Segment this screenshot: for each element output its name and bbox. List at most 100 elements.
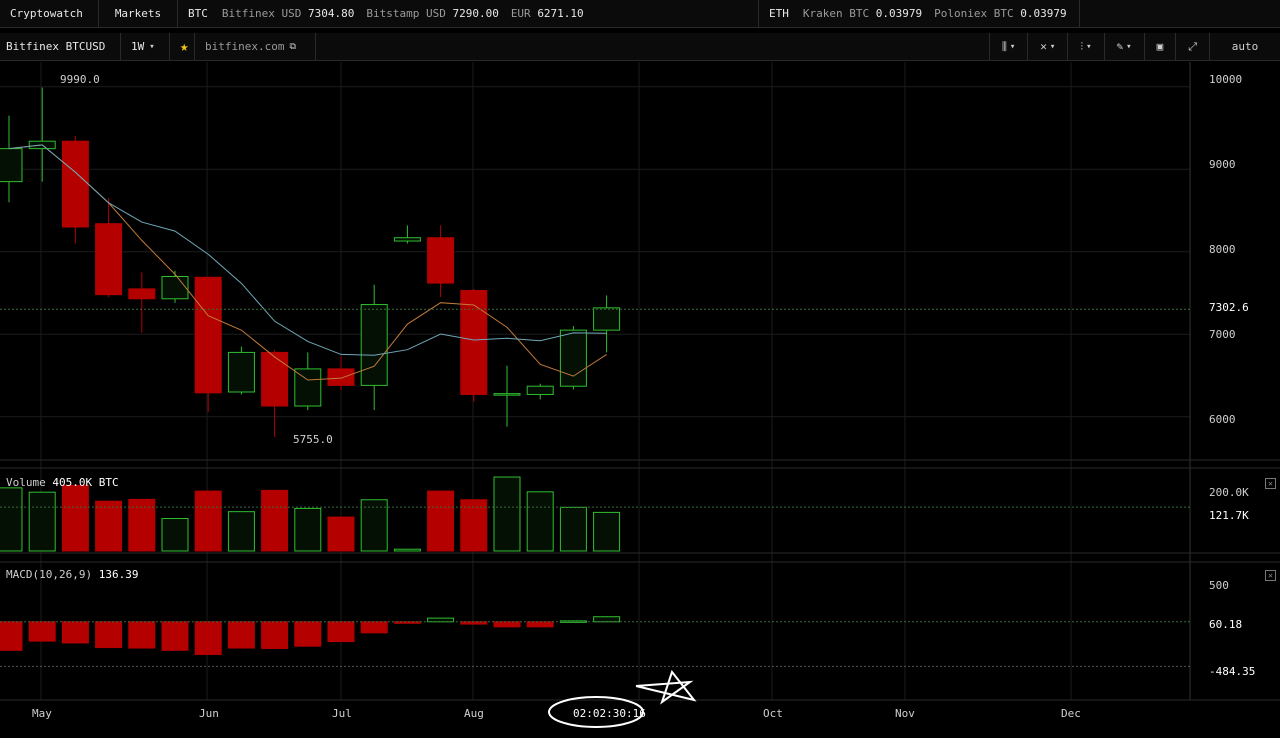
macd-histogram-bar <box>61 621 89 644</box>
volume-bar <box>460 499 488 552</box>
exchange-link[interactable]: bitfinex.com ⧉ <box>195 33 316 60</box>
scale-mode-toggle[interactable]: auto <box>1209 33 1280 60</box>
macd-histogram-bar <box>294 621 322 647</box>
price-tick: 7000 <box>1209 328 1236 341</box>
volume-panel <box>0 476 1190 552</box>
candle-body <box>194 276 222 394</box>
star-icon[interactable]: ★ <box>170 33 195 60</box>
macd-panel <box>0 616 1190 667</box>
volume-current-label: 121.7K <box>1209 509 1249 522</box>
volume-bar <box>427 490 455 552</box>
chevron-down-icon: ▾ <box>1126 41 1132 52</box>
indicators-icon[interactable]: ⫶ ▾ <box>1067 33 1103 60</box>
chevron-down-icon: ▾ <box>149 41 155 52</box>
volume-bar <box>393 548 421 552</box>
macd-histogram-bar <box>493 621 521 628</box>
candle-body <box>493 393 521 396</box>
volume-bar <box>61 484 89 552</box>
macd-histogram-bar <box>128 621 156 649</box>
volume-bar <box>194 490 222 552</box>
macd-current-label: 60.18 <box>1209 618 1243 631</box>
volume-bar <box>327 516 355 552</box>
macd-histogram-bar <box>526 621 554 628</box>
ticker-eur[interactable]: EUR 6271.10 <box>510 7 584 20</box>
volume-bar <box>161 518 189 552</box>
ticker-bar: Cryptowatch Markets BTC Bitfinex USD 730… <box>0 0 1280 28</box>
month-label: Jun <box>199 707 219 720</box>
candle-body <box>460 290 488 395</box>
ticker-bitstamp-usd[interactable]: Bitstamp USD 7290.00 <box>366 7 499 20</box>
volume-bar <box>593 511 621 552</box>
price-tick: 10000 <box>1209 73 1243 86</box>
chevron-down-icon: ▾ <box>1049 41 1056 52</box>
markets-menu[interactable]: Markets <box>99 0 178 27</box>
month-label: May <box>32 707 52 720</box>
chart-toolbar: Bitfinex BTCUSD 1W ▾ ★ bitfinex.com ⧉ ⫼ ▾ … <box>0 33 1280 61</box>
candle-body <box>161 276 189 300</box>
app-title[interactable]: Cryptowatch <box>0 0 99 27</box>
macd-histogram-bar <box>0 621 23 651</box>
volume-bar <box>128 498 156 552</box>
current-price-label: 7302.6 <box>1209 301 1249 314</box>
macd-histogram-bar <box>261 621 289 649</box>
candle-body <box>559 329 587 387</box>
macd-histogram-bar <box>327 621 355 643</box>
candle-body <box>227 351 255 393</box>
volume-bar <box>28 491 56 552</box>
volume-bar <box>360 499 388 552</box>
moving-average-line <box>8 144 607 356</box>
volume-bar <box>0 487 23 552</box>
market-selector[interactable]: Bitfinex BTCUSD <box>0 33 121 60</box>
btc-ticker-group[interactable]: BTC Bitfinex USD 7304.80 Bitstamp USD 72… <box>178 0 759 27</box>
price-tick: 6000 <box>1209 413 1236 426</box>
macd-histogram-bar <box>28 621 56 642</box>
volume-bar <box>261 489 289 552</box>
close-macd-icon[interactable]: ✕ <box>1265 570 1276 581</box>
candles-icon[interactable]: ⫼ ▾ <box>988 33 1027 60</box>
ticker-bitfinex-usd[interactable]: Bitfinex USD 7304.80 <box>221 7 355 20</box>
volume-bar <box>95 500 123 552</box>
btc-symbol[interactable]: BTC <box>188 7 208 20</box>
volume-bar <box>526 491 554 552</box>
price-tick: 8000 <box>1209 243 1236 256</box>
macd-tick: 500 <box>1209 579 1229 592</box>
candle-body <box>294 368 322 407</box>
eth-ticker-group[interactable]: ETH Kraken BTC 0.03979 Poloniex BTC 0.03… <box>759 0 1080 27</box>
month-label: Oct <box>763 707 783 720</box>
macd-histogram-bar <box>593 616 621 623</box>
chevron-down-icon: ▾ <box>1009 41 1016 52</box>
macd-histogram-bar <box>95 621 123 649</box>
macd-signal-label: -484.35 <box>1209 665 1256 678</box>
close-volume-icon[interactable]: ✕ <box>1265 478 1276 489</box>
ticker-kraken-btc[interactable]: Kraken BTC 0.03979 <box>802 7 923 20</box>
candle-body <box>393 237 421 242</box>
month-label: Aug <box>464 707 484 720</box>
macd-histogram-bar <box>393 621 421 624</box>
volume-bar <box>559 506 587 552</box>
volume-bar <box>227 511 255 552</box>
period-selector[interactable]: 1W ▾ <box>121 33 170 60</box>
eth-symbol[interactable]: ETH <box>769 7 789 20</box>
volume-label: Volume 405.0K BTC <box>6 476 119 489</box>
candle-countdown: 02:02:30:16 <box>573 707 646 720</box>
chart-type-icon[interactable]: ▣ <box>1143 33 1176 60</box>
volume-bar <box>493 476 521 552</box>
user-drawing <box>548 669 697 728</box>
draw-icon[interactable]: ✎ ▾ <box>1103 33 1144 60</box>
price-panel <box>0 87 1190 437</box>
external-link-icon: ⧉ <box>289 41 296 52</box>
ticker-poloniex-btc[interactable]: Poloniex BTC 0.03979 <box>934 7 1067 20</box>
chart-grid <box>0 62 1280 701</box>
candle-body <box>427 237 455 284</box>
crosshair-icon[interactable]: ✕ ▾ <box>1027 33 1067 60</box>
macd-histogram-bar <box>360 621 388 634</box>
macd-histogram-bar <box>161 621 189 651</box>
candle-body <box>360 304 388 386</box>
macd-histogram-bar <box>194 621 222 655</box>
macd-histogram-bar <box>427 617 455 623</box>
candle-body <box>0 148 23 183</box>
macd-label: MACD(10,26,9) 136.39 <box>6 568 139 581</box>
hand-drawn-ellipse <box>548 696 644 728</box>
fullscreen-icon[interactable]: ⤢ <box>1175 33 1209 60</box>
